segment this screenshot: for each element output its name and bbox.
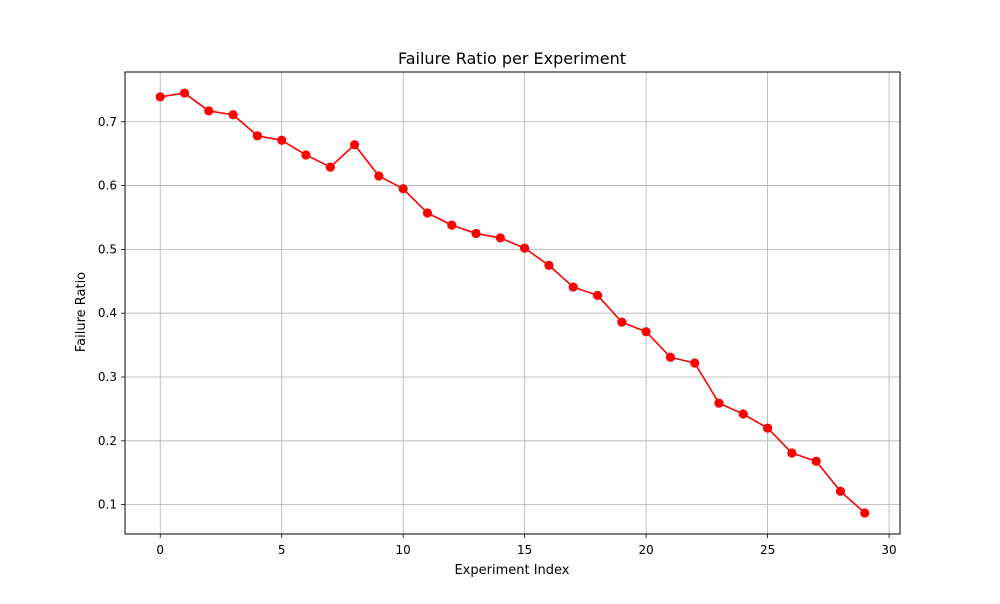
x-axis-ticks: 0 5 10 15 20 25 30	[156, 534, 897, 557]
y-tick-label: 0.6	[98, 179, 117, 193]
x-tick-label: 5	[278, 543, 286, 557]
grid	[125, 72, 900, 534]
y-tick-label: 0.2	[98, 434, 117, 448]
x-tick-label: 15	[517, 543, 532, 557]
x-axis-label: Experiment Index	[454, 563, 569, 578]
data-point	[277, 135, 287, 145]
data-point	[471, 228, 481, 239]
x-tick-label: 20	[638, 543, 653, 557]
series-layer	[155, 88, 870, 518]
data-point	[860, 508, 870, 518]
y-tick-label: 0.7	[98, 115, 117, 129]
data-point	[811, 456, 821, 466]
data-point	[252, 131, 263, 141]
data-point	[592, 290, 603, 300]
y-tick-label: 0.1	[98, 498, 117, 512]
data-point	[179, 88, 190, 98]
data-point	[714, 398, 724, 408]
data-point	[398, 184, 408, 194]
data-point	[665, 352, 676, 362]
x-tick-label: 0	[156, 543, 164, 557]
data-point	[155, 92, 165, 102]
data-point	[204, 106, 214, 116]
x-tick-label: 25	[760, 543, 775, 557]
data-point	[835, 486, 846, 496]
data-point	[738, 409, 748, 419]
data-point	[374, 171, 384, 181]
data-point	[641, 327, 651, 337]
y-tick-label: 0.3	[98, 370, 117, 384]
data-point	[690, 358, 700, 368]
y-axis-label: Failure Ratio	[74, 272, 89, 352]
data-point	[495, 233, 505, 243]
data-point	[301, 150, 311, 160]
chart-title: Failure Ratio per Experiment	[398, 49, 626, 68]
data-point	[228, 110, 238, 120]
y-tick-label: 0.5	[98, 242, 117, 256]
data-point	[617, 317, 627, 327]
data-point	[447, 220, 457, 230]
x-tick-label: 10	[396, 543, 411, 557]
y-tick-label: 0.4	[98, 306, 117, 320]
data-point	[762, 423, 773, 433]
axes-frame	[124, 71, 901, 535]
data-point	[325, 162, 335, 172]
data-point	[520, 243, 530, 253]
data-point	[544, 260, 554, 270]
data-point	[349, 140, 360, 150]
data-point	[422, 208, 433, 218]
x-tick-label: 30	[881, 543, 896, 557]
y-axis-ticks: 0.1 0.2 0.3 0.4 0.5 0.6 0.7	[98, 115, 125, 512]
data-point	[787, 448, 797, 458]
data-point	[568, 282, 578, 292]
